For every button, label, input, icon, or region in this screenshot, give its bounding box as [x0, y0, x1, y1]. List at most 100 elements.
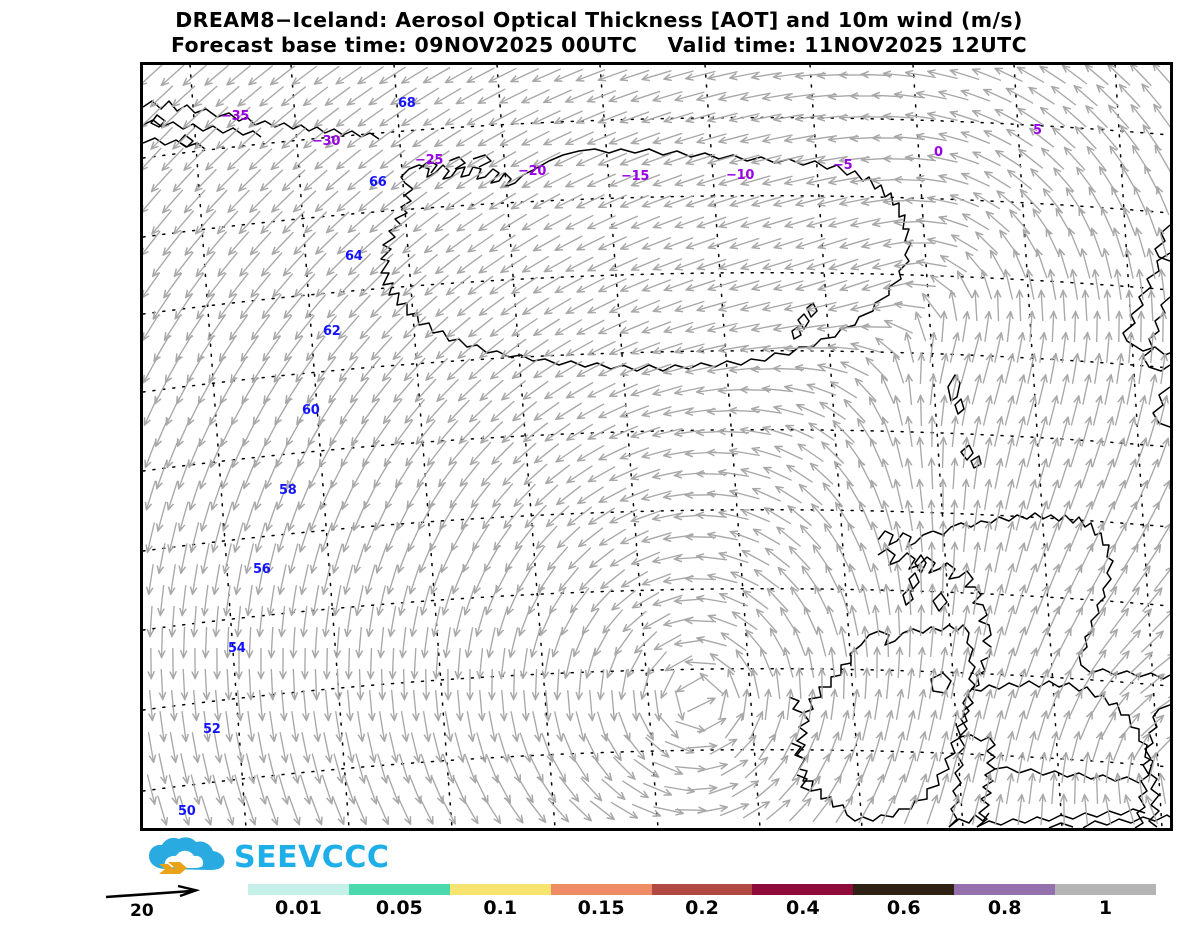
wind-vector	[973, 543, 978, 573]
wind-vector	[172, 690, 175, 720]
wind-vector	[1126, 375, 1133, 405]
wind-vector	[825, 525, 842, 550]
wind-vector	[787, 690, 790, 720]
wind-vector	[348, 690, 351, 720]
wind-vector	[644, 613, 671, 629]
wind-vector	[592, 588, 613, 611]
wind-vector	[1108, 65, 1131, 86]
wind-vector	[327, 647, 328, 678]
wind-vector	[501, 648, 505, 678]
seevccc-logo[interactable]: SEEVCCC	[146, 836, 389, 878]
wind-vector	[335, 585, 342, 614]
wind-vector	[327, 169, 350, 189]
wind-vector	[402, 627, 405, 657]
wind-vector	[962, 174, 990, 187]
wind-vector	[230, 314, 249, 339]
map-plot-area[interactable]: 68 66 64 62 60 58 56 54 52 50 −35 −30 −2…	[140, 62, 1173, 831]
wind-vector	[1131, 65, 1152, 87]
wind-vector	[448, 316, 471, 336]
wind-vector	[319, 398, 336, 423]
wind-scale-value: 20	[130, 901, 154, 921]
wind-vector	[426, 274, 449, 294]
wind-vector	[435, 87, 462, 103]
wind-vector	[664, 740, 693, 753]
wind-vector	[381, 149, 406, 168]
wind-vector	[940, 648, 945, 678]
wind-vector	[404, 316, 427, 338]
wind-vector	[601, 569, 626, 589]
wind-vector	[962, 133, 991, 145]
wind-vector	[394, 378, 415, 402]
wind-vector	[612, 690, 615, 720]
wind-vector	[202, 501, 211, 531]
wind-vector	[701, 674, 724, 695]
wind-vector	[915, 775, 926, 804]
wind-vector	[1116, 354, 1121, 384]
wind-vector	[567, 298, 594, 313]
wind-vector	[632, 510, 661, 521]
wind-vector	[220, 335, 237, 360]
wind-vector	[187, 314, 204, 340]
wind-vector	[865, 627, 868, 657]
wind-vector	[1056, 629, 1071, 656]
wind-vector	[920, 522, 923, 552]
wind-vector	[927, 754, 936, 783]
wind-vector	[1019, 150, 1044, 169]
wind-vector	[467, 627, 474, 657]
wind-vector	[841, 279, 870, 289]
wind-vector	[982, 691, 990, 720]
wind-vector	[1140, 716, 1163, 737]
wind-vector	[883, 460, 894, 489]
wind-vector	[926, 796, 937, 825]
wind-vector	[984, 90, 1012, 103]
colorbar-segment	[248, 884, 349, 895]
wind-vector	[577, 68, 606, 81]
wind-vector	[1035, 628, 1048, 657]
wind-vector	[156, 417, 169, 446]
wind-vector	[687, 237, 716, 248]
wind-vector	[1056, 586, 1071, 614]
wind-vector	[824, 776, 840, 803]
wind-vector	[931, 459, 932, 490]
wind-vector	[533, 68, 561, 81]
wind-vector	[898, 648, 900, 679]
wind-vector	[1079, 209, 1094, 236]
wind-vector	[479, 130, 506, 146]
wind-vector	[406, 398, 426, 422]
wind-vector	[163, 147, 184, 170]
wind-vector	[269, 711, 274, 741]
wind-vector	[698, 216, 727, 227]
wind-vector	[601, 778, 625, 799]
wind-vector	[1016, 753, 1022, 783]
wind-vector	[241, 293, 260, 318]
wind-vector	[197, 293, 216, 318]
wind-vector	[785, 175, 815, 184]
wind-vector	[982, 271, 993, 300]
wind-vector	[228, 106, 251, 127]
wind-vector	[1067, 189, 1084, 214]
lon-label: −20	[518, 164, 547, 179]
wind-vector	[260, 85, 285, 106]
lon-label: −15	[621, 169, 650, 184]
wind-vector	[222, 459, 235, 488]
wind-vector	[567, 423, 594, 440]
wind-vector	[442, 753, 453, 782]
wind-vector	[1147, 796, 1159, 825]
wind-vector	[310, 460, 324, 488]
wind-vector	[709, 575, 738, 584]
wind-vector	[610, 801, 637, 817]
wind-vector	[535, 401, 560, 419]
wind-vector	[348, 169, 373, 190]
wind-vector	[622, 780, 647, 797]
wind-vector	[1041, 795, 1043, 826]
wind-vector	[952, 417, 955, 447]
wind-vector	[1152, 610, 1170, 633]
wind-vector	[720, 216, 749, 226]
wind-vector	[435, 129, 462, 146]
wind-vector	[173, 85, 196, 106]
wind-vector	[562, 607, 577, 634]
wind-vector	[950, 669, 957, 699]
wind-vector	[173, 127, 196, 149]
wind-vector	[326, 690, 329, 720]
wind-vector	[410, 564, 421, 593]
